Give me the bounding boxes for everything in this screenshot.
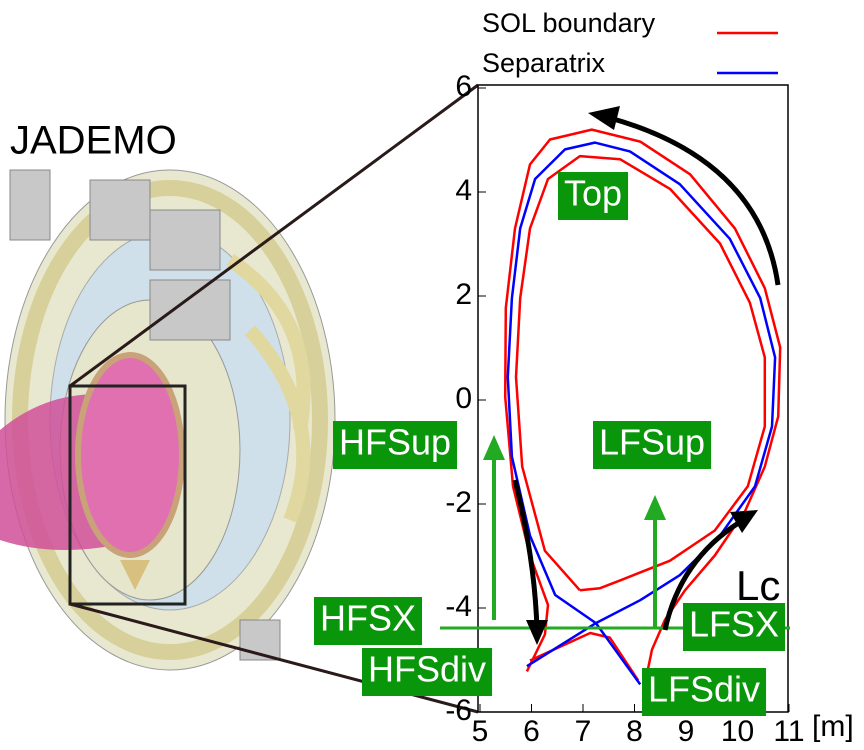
annotation: HFSdiv: [368, 649, 486, 690]
x-tick-label: 6: [523, 715, 540, 748]
figure: JADEMO -6 -4 -2 0 2 4 6 5 6 7 8 9 10 11[m] Top HFSup LF…: [0, 0, 864, 750]
y-tick-label: 6: [455, 70, 472, 103]
annotation: Lc: [736, 562, 780, 609]
annotation: LFSdiv: [648, 669, 760, 710]
y-tick-label: -6: [445, 694, 472, 727]
legend-label: Separatrix: [482, 48, 606, 78]
y-tick-label: -4: [445, 590, 472, 623]
legend: SOL boundary Separatrix: [482, 8, 778, 78]
y-tick-label: -2: [445, 486, 472, 519]
y-tick-label: 0: [455, 382, 472, 415]
annotation: HFSup: [339, 422, 451, 463]
legend-label: SOL boundary: [482, 8, 656, 38]
y-tick-label: 2: [455, 278, 472, 311]
annotation: LFSup: [599, 422, 705, 463]
x-tick-label: 5: [472, 715, 489, 748]
annotation: Top: [564, 173, 622, 214]
x-axis-label: [m]: [812, 710, 854, 743]
x-tick-label: 11: [773, 715, 804, 748]
x-tick-label: 9: [678, 715, 695, 748]
x-tick-label: 10: [721, 715, 754, 748]
annotation: HFSX: [320, 598, 416, 639]
device-label: JADEMO: [10, 119, 177, 163]
x-tick-label: 8: [626, 715, 643, 748]
annotation: LFSX: [689, 604, 779, 645]
y-tick-label: 4: [455, 174, 472, 207]
x-tick-label: 7: [575, 715, 592, 748]
